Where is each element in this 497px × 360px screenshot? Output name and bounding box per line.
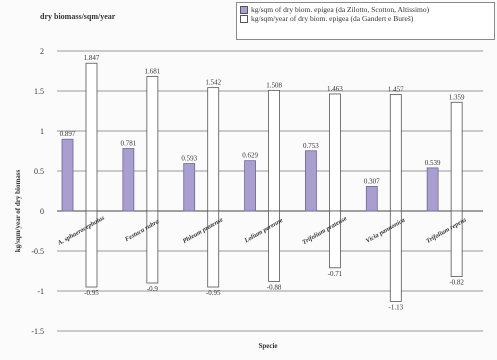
y-tick-label: -1: [37, 287, 44, 296]
legend: kg/sqm of dry biom. epigea (da Zilotto, …: [236, 2, 495, 40]
y-tick-label: 0: [40, 207, 44, 216]
data-label: -0.9: [147, 285, 159, 293]
legend-label: kg/sqm of dry biom. epigea (da Zilotto, …: [251, 5, 430, 14]
legend-item-epigea-gandert: kg/sqm/year of dry biom. epigea (da Gand…: [240, 14, 491, 23]
category-label: A. sphaerocephalus: [56, 214, 106, 247]
data-label: -0.95: [84, 289, 99, 297]
y-tick-label: 1.5: [34, 87, 44, 96]
bar-epigea-zilotto: [61, 138, 74, 212]
data-labels: 0.897 1.847 -0.95 0.781 1.681 -0.9 0.593 1.542 -…: [60, 54, 465, 311]
y-axis-ticks: 2 1.5 1 0.5 0 -0.5 -1 -1.5: [31, 47, 44, 336]
bar-epigea-zilotto: [183, 163, 196, 212]
legend-swatch-purple: [240, 6, 248, 14]
bar-epigea-zilotto: [305, 150, 317, 212]
data-label: 1.463: [327, 85, 343, 93]
chart-title: dry biomass/sqm/year: [40, 12, 116, 21]
bar-hypogea: [207, 210, 220, 288]
data-label: 1.457: [388, 85, 404, 93]
bar-hypogea: [268, 210, 280, 282]
y-tick-label: -1.5: [31, 327, 44, 336]
data-label: 1.359: [449, 93, 465, 101]
data-label: 0.629: [242, 152, 258, 160]
y-axis-label: kg/sqm/year of dry biomass: [14, 169, 22, 252]
data-label: 0.753: [303, 142, 319, 150]
y-tick-label: -0.5: [31, 247, 44, 256]
data-label: -0.88: [267, 283, 282, 291]
data-label: 1.508: [266, 81, 282, 89]
bar-hypogea: [146, 210, 159, 284]
bar-hypogea: [85, 210, 98, 288]
bar-epigea-zilotto: [244, 160, 256, 212]
bar-epigea-zilotto: [122, 148, 135, 212]
legend-item-epigea-zilotto: kg/sqm of dry biom. epigea (da Zilotto, …: [240, 5, 491, 14]
y-tick-label: 2: [40, 47, 44, 56]
bar-hypogea: [389, 210, 402, 302]
data-label: 0.897: [60, 130, 76, 138]
bar-epigea-gandert: [85, 62, 98, 212]
y-tick-label: 1: [40, 127, 44, 136]
bar-epigea-zilotto: [365, 186, 378, 212]
data-label: -1.13: [388, 303, 403, 311]
category-labels: A. sphaerocephalus Festuca rubra Phleum pr…: [56, 214, 468, 247]
data-label: 0.307: [364, 177, 380, 185]
bar-hypogea: [329, 210, 341, 269]
data-label: 0.593: [181, 155, 197, 163]
bar-epigea-gandert: [146, 76, 159, 212]
data-label: -0.95: [206, 289, 221, 297]
bar-epigea-gandert: [389, 94, 402, 212]
bars: [61, 62, 463, 302]
bar-epigea-gandert: [329, 93, 341, 212]
data-label: 1.847: [84, 54, 100, 62]
data-label: -0.71: [328, 270, 343, 278]
data-label: 0.781: [120, 140, 136, 148]
data-label: 1.681: [144, 68, 160, 76]
bar-epigea-gandert: [268, 89, 280, 212]
bar-epigea-gandert: [207, 87, 220, 212]
category-label: Trifolium pratense: [301, 215, 348, 246]
data-label: 0.539: [425, 159, 441, 167]
x-axis-label: Specie: [258, 342, 277, 350]
bar-epigea-gandert: [450, 101, 463, 212]
legend-swatch-white: [240, 15, 248, 23]
bar-epigea-zilotto: [426, 167, 439, 212]
data-label: 1.542: [205, 79, 221, 87]
data-label: -0.82: [449, 279, 464, 287]
legend-label: kg/sqm/year of dry biom. epigea (da Gand…: [251, 14, 414, 23]
bar-hypogea: [450, 210, 463, 277]
y-tick-label: 0.5: [34, 167, 44, 176]
